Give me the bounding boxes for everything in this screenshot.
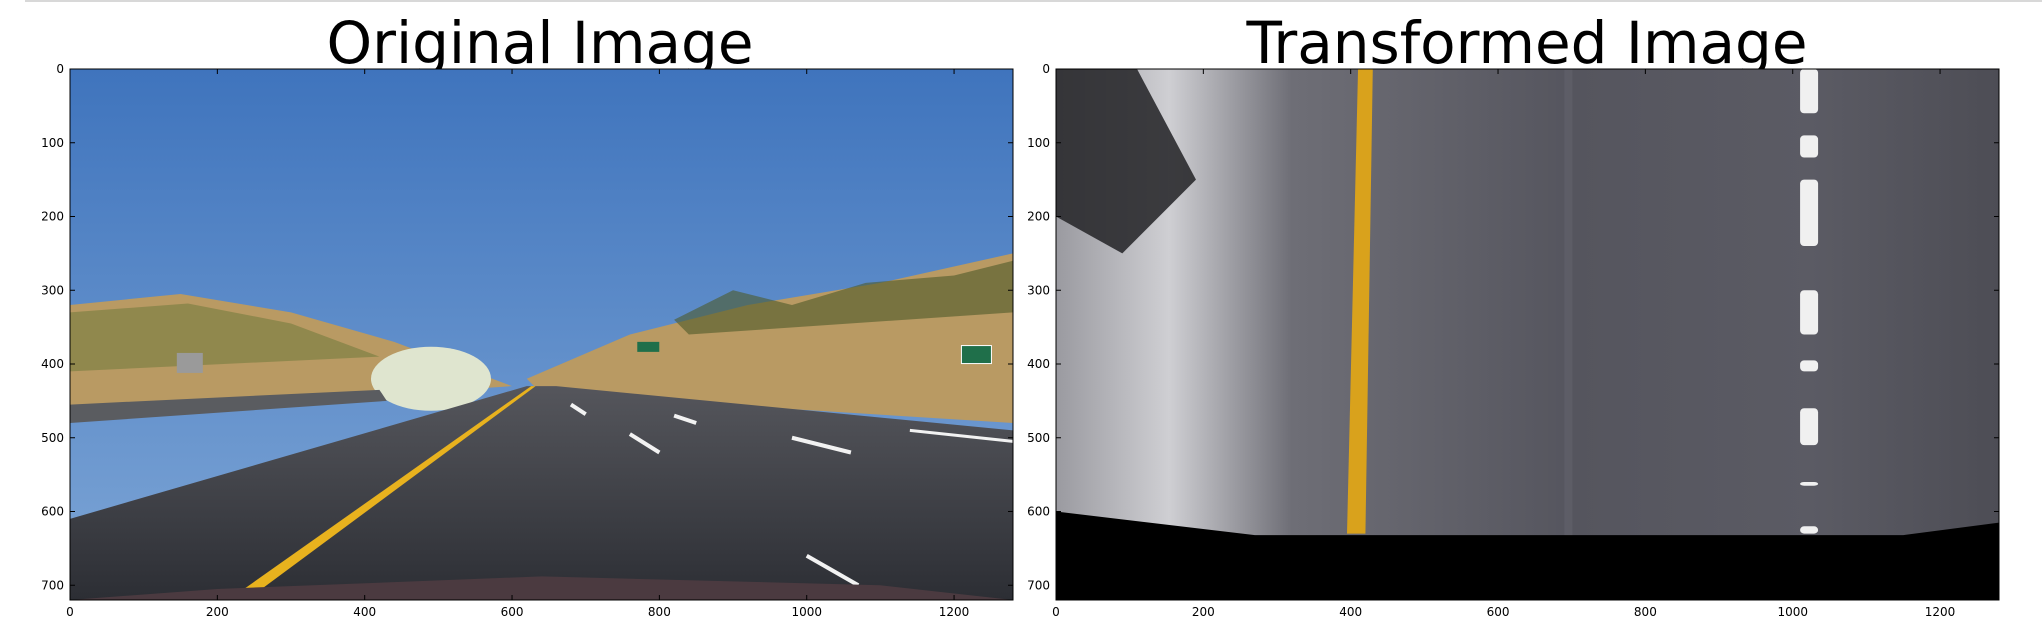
y-tick-label: 400 xyxy=(1027,357,1050,371)
y-tick-label: 600 xyxy=(1027,505,1050,519)
y-tick-label: 500 xyxy=(1027,431,1050,445)
y-tick-label: 400 xyxy=(41,357,64,371)
image-transformed xyxy=(1056,69,1999,600)
panel-original: 0 200 400 600 800 1000 1200 0 100 200 300 400 500 600… xyxy=(41,62,1014,619)
panel-transformed: 0 200 400 600 800 1000 1200 0 100 200 300 400 500 600… xyxy=(1027,62,2000,619)
lane-dash xyxy=(569,402,587,416)
lane-dash xyxy=(805,554,860,587)
x-tick-label: 800 xyxy=(1634,605,1657,619)
flowering-bush xyxy=(370,346,491,411)
x-tick-label: 200 xyxy=(1192,605,1215,619)
lane-dash xyxy=(1800,135,1819,158)
lane-dash xyxy=(1800,179,1819,246)
x-tick-label: 0 xyxy=(1052,605,1060,619)
y-tick-label: 300 xyxy=(1027,283,1050,297)
y-tick-label: 100 xyxy=(1027,136,1050,150)
road-sign xyxy=(960,345,992,365)
x-tick-label: 400 xyxy=(353,605,376,619)
y-tick-label: 600 xyxy=(41,505,64,519)
x-tick-label: 600 xyxy=(501,605,524,619)
top-rule xyxy=(25,0,2042,2)
left-lane-line xyxy=(1347,69,1373,534)
lane-dash xyxy=(673,413,697,425)
y-tick-label: 200 xyxy=(1027,210,1050,224)
lane-dash xyxy=(1800,69,1819,114)
left-lane-line xyxy=(228,386,536,600)
x-tick-label: 600 xyxy=(1487,605,1510,619)
x-tick-label: 200 xyxy=(206,605,229,619)
image-original xyxy=(70,69,1013,600)
chart-title-transformed: Transformed Image xyxy=(1246,9,1808,77)
chart-title-original: Original Image xyxy=(326,9,754,77)
guard-wall xyxy=(70,389,387,423)
x-tick-label: 800 xyxy=(648,605,671,619)
y-tick-label: 200 xyxy=(41,210,64,224)
lane-dash xyxy=(1800,290,1819,335)
y-tick-label: 300 xyxy=(41,283,64,297)
y-tick-label: 700 xyxy=(41,578,64,592)
x-tick-label: 0 xyxy=(66,605,74,619)
lane-dash xyxy=(1800,360,1819,372)
left-bushes xyxy=(70,303,380,372)
black-border xyxy=(1056,511,1999,600)
warped-road xyxy=(1056,69,1999,600)
y-tick-label: 100 xyxy=(41,136,64,150)
road-sign xyxy=(637,341,660,352)
lane-dash xyxy=(1800,526,1819,534)
x-tick-label: 1000 xyxy=(791,605,822,619)
y-tick-label: 0 xyxy=(1042,62,1050,76)
dark-streak xyxy=(1056,69,1196,254)
y-tick-label: 500 xyxy=(41,431,64,445)
right-edge-line xyxy=(909,428,1013,443)
y-tick-label: 700 xyxy=(1027,578,1050,592)
right-trees xyxy=(674,260,1013,335)
lane-dash xyxy=(628,432,661,455)
x-tick-label: 400 xyxy=(1339,605,1362,619)
x-tick-label: 1200 xyxy=(939,605,970,619)
y-tick-label: 0 xyxy=(56,62,64,76)
lane-dash xyxy=(791,435,852,455)
plot-frame xyxy=(1055,68,2000,601)
lane-dash xyxy=(1800,408,1819,446)
x-tick-label: 1000 xyxy=(1777,605,1808,619)
plot-frame xyxy=(69,68,1014,601)
x-tick-label: 1200 xyxy=(1925,605,1956,619)
car-hood xyxy=(70,576,1013,600)
streak xyxy=(1564,69,1573,599)
road-sign xyxy=(176,352,203,373)
lane-dash xyxy=(1800,482,1819,486)
